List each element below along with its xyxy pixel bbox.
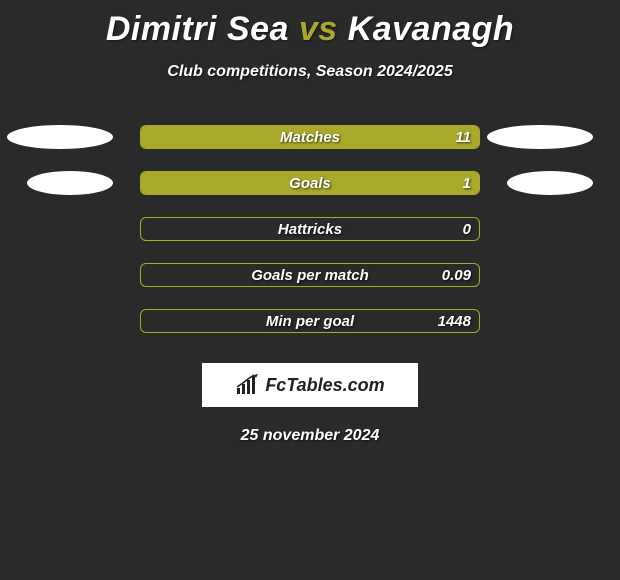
stat-label: Goals per match [141,264,479,287]
stat-value: 0.09 [442,264,471,287]
stat-row: Goals per match0.09 [0,263,620,287]
right-ellipse [507,171,593,195]
date-label: 25 november 2024 [0,427,620,445]
stat-label: Hattricks [141,218,479,241]
stat-row: Goals1 [0,171,620,195]
left-ellipse [27,171,113,195]
logo-box: FcTables.com [202,363,418,407]
player1-name: Dimitri Sea [106,10,289,48]
stat-label: Min per goal [141,310,479,333]
stat-bar: Goals1 [140,171,480,195]
stat-value: 0 [463,218,471,241]
comparison-title: Dimitri Sea vs Kavanagh [0,0,620,49]
stat-row: Min per goal1448 [0,309,620,333]
stat-label: Goals [141,172,479,195]
player2-name: Kavanagh [348,10,515,48]
stat-value: 1448 [438,310,471,333]
subtitle: Club competitions, Season 2024/2025 [0,63,620,81]
stat-value: 11 [455,126,471,149]
stat-bar: Min per goal1448 [140,309,480,333]
stat-bar: Matches11 [140,125,480,149]
left-ellipse [7,125,113,149]
stat-bar: Hattricks0 [140,217,480,241]
stat-rows: Matches11 Goals1 Hattricks0 Goals per match… [0,125,620,333]
stat-value: 1 [463,172,471,195]
chart-icon [235,374,261,396]
logo-text: FcTables.com [265,375,384,396]
right-ellipse [487,125,593,149]
stat-label: Matches [141,126,479,149]
stat-row: Hattricks0 [0,217,620,241]
stat-row: Matches11 [0,125,620,149]
vs-label: vs [299,10,338,48]
stat-bar: Goals per match0.09 [140,263,480,287]
